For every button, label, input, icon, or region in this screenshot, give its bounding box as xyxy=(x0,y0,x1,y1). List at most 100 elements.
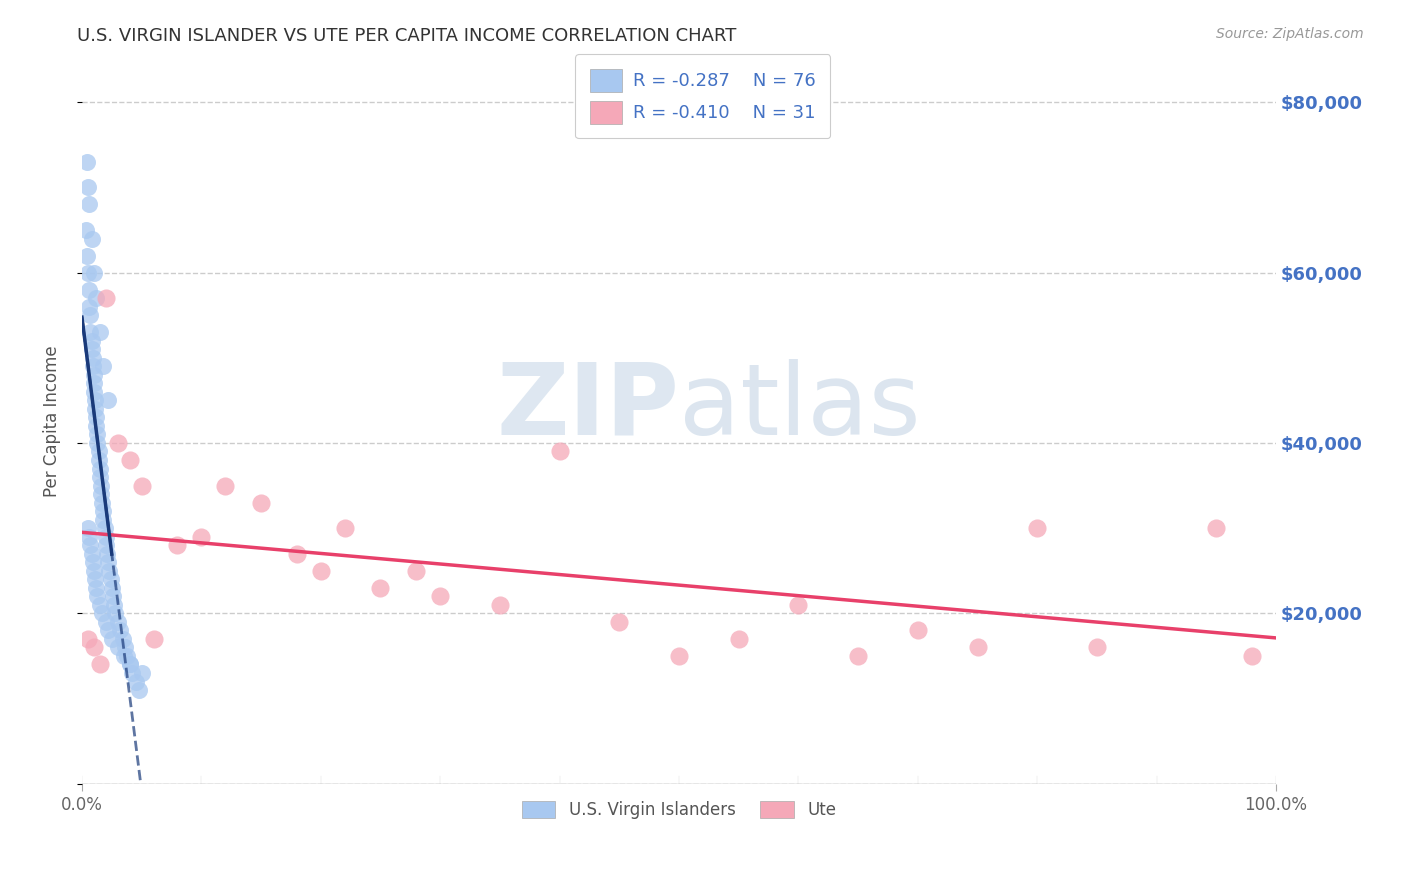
Point xyxy=(108,624,131,638)
Point xyxy=(607,615,630,629)
Point xyxy=(84,393,107,408)
Point xyxy=(77,530,100,544)
Text: atlas: atlas xyxy=(679,359,921,456)
Point xyxy=(75,223,97,237)
Point xyxy=(80,547,103,561)
Point xyxy=(142,632,165,646)
Text: ZIP: ZIP xyxy=(496,359,679,456)
Point xyxy=(77,632,100,646)
Point xyxy=(83,564,105,578)
Point xyxy=(79,308,101,322)
Point xyxy=(93,513,115,527)
Point xyxy=(131,665,153,680)
Point xyxy=(91,495,114,509)
Point xyxy=(89,470,111,484)
Point xyxy=(117,648,139,663)
Point xyxy=(76,248,98,262)
Text: Source: ZipAtlas.com: Source: ZipAtlas.com xyxy=(1216,27,1364,41)
Point xyxy=(112,648,135,663)
Point xyxy=(84,410,107,425)
Point xyxy=(93,521,115,535)
Point xyxy=(79,325,101,339)
Point xyxy=(84,418,107,433)
Point xyxy=(118,657,141,672)
Point xyxy=(82,351,104,365)
Point xyxy=(548,444,571,458)
Point xyxy=(79,538,101,552)
Point xyxy=(166,538,188,552)
Point xyxy=(107,640,129,655)
Point xyxy=(846,648,869,663)
Point xyxy=(84,291,107,305)
Point xyxy=(77,197,100,211)
Point xyxy=(1205,521,1227,535)
Point xyxy=(89,657,111,672)
Point xyxy=(77,266,100,280)
Point xyxy=(93,504,115,518)
Point xyxy=(190,530,212,544)
Point xyxy=(104,607,127,621)
Point xyxy=(83,640,105,655)
Point xyxy=(83,384,105,399)
Point xyxy=(86,427,108,442)
Point xyxy=(97,624,120,638)
Point xyxy=(94,530,117,544)
Point xyxy=(131,478,153,492)
Point xyxy=(94,538,117,552)
Point xyxy=(94,615,117,629)
Point xyxy=(83,376,105,391)
Point xyxy=(80,334,103,348)
Point xyxy=(97,393,120,408)
Point xyxy=(1241,648,1264,663)
Point xyxy=(77,180,100,194)
Point xyxy=(80,343,103,357)
Point xyxy=(100,572,122,586)
Point xyxy=(107,436,129,450)
Y-axis label: Per Capita Income: Per Capita Income xyxy=(44,346,60,498)
Point xyxy=(907,624,929,638)
Point xyxy=(727,632,749,646)
Point xyxy=(966,640,988,655)
Point xyxy=(77,300,100,314)
Point xyxy=(98,564,121,578)
Point xyxy=(103,598,125,612)
Point xyxy=(668,648,690,663)
Point xyxy=(82,359,104,374)
Point xyxy=(97,555,120,569)
Legend: U.S. Virgin Islanders, Ute: U.S. Virgin Islanders, Ute xyxy=(515,795,842,826)
Point xyxy=(77,521,100,535)
Point xyxy=(1085,640,1108,655)
Point xyxy=(89,598,111,612)
Text: U.S. VIRGIN ISLANDER VS UTE PER CAPITA INCOME CORRELATION CHART: U.S. VIRGIN ISLANDER VS UTE PER CAPITA I… xyxy=(77,27,737,45)
Point xyxy=(94,291,117,305)
Point xyxy=(118,453,141,467)
Point xyxy=(285,547,308,561)
Point xyxy=(82,555,104,569)
Point xyxy=(84,581,107,595)
Point xyxy=(86,436,108,450)
Point xyxy=(128,683,150,698)
Point xyxy=(91,607,114,621)
Point xyxy=(83,266,105,280)
Point xyxy=(405,564,427,578)
Point xyxy=(87,444,110,458)
Point xyxy=(1026,521,1049,535)
Point xyxy=(125,674,148,689)
Point xyxy=(107,615,129,629)
Point xyxy=(333,521,356,535)
Point xyxy=(77,283,100,297)
Point xyxy=(118,657,141,672)
Point xyxy=(87,453,110,467)
Point xyxy=(114,640,136,655)
Point xyxy=(76,154,98,169)
Point xyxy=(309,564,332,578)
Point xyxy=(101,581,124,595)
Point xyxy=(101,632,124,646)
Point xyxy=(370,581,392,595)
Point xyxy=(214,478,236,492)
Point xyxy=(250,495,273,509)
Point xyxy=(93,359,115,374)
Point xyxy=(787,598,810,612)
Point xyxy=(89,325,111,339)
Point xyxy=(90,478,112,492)
